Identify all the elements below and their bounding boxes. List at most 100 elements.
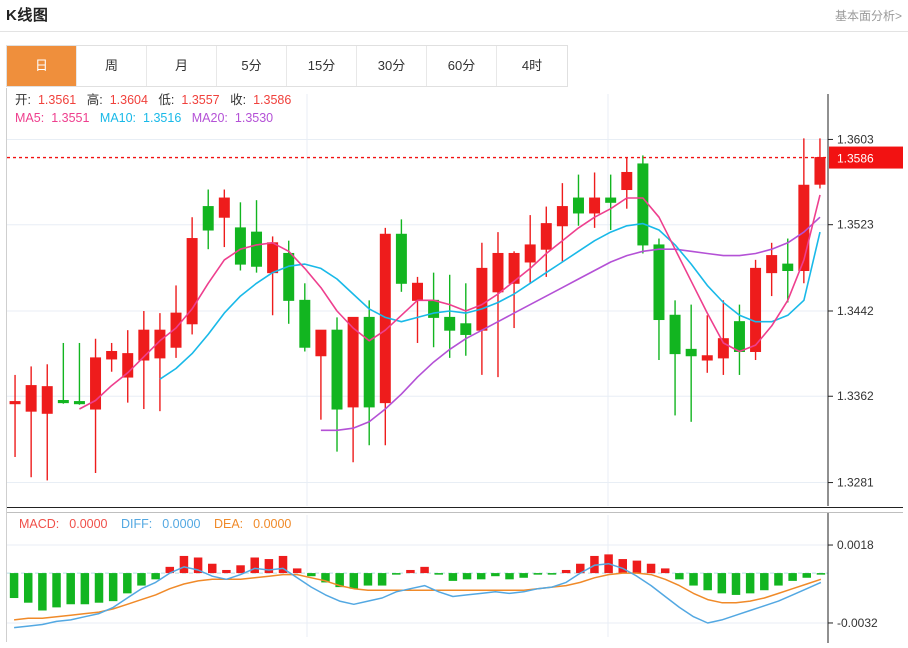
timeframe-tab-4[interactable]: 15分 <box>287 46 357 86</box>
candlestick[interactable] <box>202 189 214 250</box>
candlestick[interactable] <box>492 232 504 378</box>
candlestick[interactable] <box>186 217 198 335</box>
candle-body <box>299 299 311 348</box>
candle-body <box>73 401 85 405</box>
candle-body <box>733 321 745 352</box>
candle-body <box>315 329 327 357</box>
candlestick[interactable] <box>524 215 536 284</box>
candle-body <box>589 197 601 214</box>
candle-body <box>234 227 246 265</box>
macd-histogram-bar <box>349 573 359 589</box>
candlestick[interactable] <box>251 200 263 273</box>
candlestick[interactable] <box>701 315 713 373</box>
timeframe-tab-3[interactable]: 5分 <box>217 46 287 86</box>
macd-histogram-bar <box>236 565 245 574</box>
chart-container: 开: 1.3561 高: 1.3604 低: 1.3557 收: 1.3586 MA5:… <box>6 88 903 643</box>
macd-histogram-bar <box>392 573 401 575</box>
candlestick[interactable] <box>138 311 150 410</box>
macd-histogram-bar <box>448 573 458 581</box>
timeframe-tab-1[interactable]: 周 <box>77 46 147 86</box>
candlestick[interactable] <box>508 251 520 329</box>
timeframe-tab-5[interactable]: 30分 <box>357 46 427 86</box>
candlestick[interactable] <box>460 283 472 356</box>
candle-body <box>395 233 407 284</box>
candlestick[interactable] <box>589 172 601 228</box>
macd-histogram-bar <box>108 573 118 602</box>
fundamental-analysis-link[interactable]: 基本面分析> <box>834 9 902 23</box>
price-axis-label: 1.3281 <box>837 476 874 490</box>
candlestick[interactable] <box>540 206 552 277</box>
candlestick[interactable] <box>412 276 423 343</box>
candlestick[interactable] <box>9 374 21 457</box>
candlestick[interactable] <box>766 242 778 297</box>
candlestick[interactable] <box>170 285 182 358</box>
candlestick[interactable] <box>315 329 327 420</box>
ma20-line <box>320 216 821 432</box>
macd-histogram-bar <box>561 569 571 574</box>
candlestick[interactable] <box>750 259 762 361</box>
candlestick[interactable] <box>25 366 37 478</box>
macd-histogram-bar <box>533 573 543 575</box>
candle-body <box>218 197 230 218</box>
diff-line <box>14 562 822 629</box>
candlestick[interactable] <box>444 274 456 358</box>
candlestick[interactable] <box>73 342 85 405</box>
candlestick[interactable] <box>122 330 134 403</box>
macd-histogram-bar <box>123 573 132 594</box>
candlestick[interactable] <box>57 342 69 404</box>
macd-histogram-bar <box>646 563 656 574</box>
candlestick[interactable] <box>782 238 794 303</box>
candlestick[interactable] <box>572 174 584 226</box>
macd-plot[interactable]: 0.0018 -0.0032 <box>7 513 903 643</box>
macd-histogram-bar <box>774 573 783 586</box>
candlestick[interactable] <box>395 219 407 292</box>
timeframe-tabbar: 日周月 5分 15分 30分 60分 4时 <box>6 45 568 87</box>
candle-body <box>621 171 633 191</box>
price-plot[interactable]: 1.3603 1.3523 1.3442 1.3362 1.3281 1.3586 <box>7 88 903 508</box>
candlestick[interactable] <box>814 138 826 189</box>
candlestick[interactable] <box>90 338 102 473</box>
candlestick[interactable] <box>299 283 311 352</box>
candlestick[interactable] <box>41 364 53 481</box>
macd-histogram-bar <box>335 573 344 588</box>
macd-histogram-bar <box>717 573 727 594</box>
candlestick[interactable] <box>669 300 681 416</box>
candlestick[interactable] <box>154 313 166 412</box>
candlestick[interactable] <box>428 272 440 348</box>
candlestick[interactable] <box>605 174 617 231</box>
candle-body <box>444 316 456 331</box>
candle-body <box>251 231 263 267</box>
candlestick[interactable] <box>717 300 729 375</box>
candle-body <box>653 244 665 321</box>
candlestick[interactable] <box>653 238 665 361</box>
candlestick[interactable] <box>218 189 230 248</box>
candlestick[interactable] <box>234 202 246 271</box>
page-title: K线图 <box>6 7 49 24</box>
macd-histogram-bar <box>462 573 472 580</box>
candlestick[interactable] <box>685 304 697 422</box>
macd-histogram-bar <box>689 573 698 586</box>
timeframe-tab-2[interactable]: 月 <box>147 46 217 86</box>
macd-histogram-bar <box>788 573 797 581</box>
candle-body <box>267 242 279 274</box>
candle-body <box>524 244 536 263</box>
macd-histogram-bar <box>491 573 500 577</box>
candlestick[interactable] <box>283 240 295 324</box>
candlestick[interactable] <box>331 317 343 452</box>
candle-body <box>540 223 552 250</box>
candlestick[interactable] <box>621 157 633 209</box>
candlestick[interactable] <box>106 342 118 372</box>
timeframe-tab-7[interactable]: 4时 <box>497 46 567 86</box>
candlestick[interactable] <box>556 183 568 262</box>
candle-body <box>331 329 343 410</box>
macd-histogram-bar <box>420 566 429 574</box>
macd-panel: MACD: 0.0000 DIFF: 0.0000 DEA: 0.0000 0.001… <box>7 512 903 643</box>
candlestick[interactable] <box>637 155 649 254</box>
candle-body <box>605 197 617 203</box>
timeframe-tab-6[interactable]: 60分 <box>427 46 497 86</box>
candlestick[interactable] <box>347 316 359 463</box>
timeframe-tab-0[interactable]: 日 <box>7 46 77 86</box>
macd-histogram-bar <box>703 573 712 591</box>
macd-histogram-bar <box>165 566 175 574</box>
